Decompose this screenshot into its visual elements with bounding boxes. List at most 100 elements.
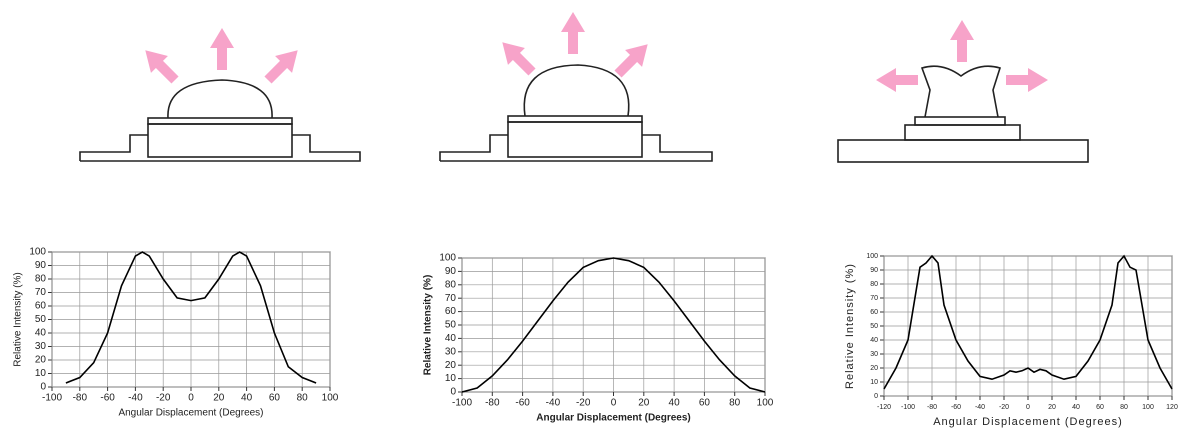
x-tick-label: 120: [1166, 404, 1178, 411]
led-cap: [147, 117, 293, 125]
y-tick-label: 0: [40, 382, 46, 393]
led-base: [80, 134, 361, 162]
y-tick-label: 100: [29, 247, 46, 258]
x-tick-label: -80: [485, 398, 500, 409]
led-body: [147, 123, 293, 158]
led-base: [440, 134, 713, 162]
led-lens: [167, 79, 273, 119]
chart: 0 10 20 30 40 50 60 70 80 90 100 -120 -100 -80 -60 -40 -…: [844, 253, 1178, 428]
led-lens: [920, 65, 1002, 118]
chart: 0 10 20 30 40 50 60 70 80 90 100 -100 -80 -60 -40 -20 0 2…: [13, 247, 339, 419]
y-tick-label: 10: [445, 373, 457, 384]
y-tick-label: 100: [866, 253, 878, 260]
led-diagram-2: [439, 12, 713, 162]
y-tick-label: 50: [35, 314, 47, 325]
x-tick-label: 100: [757, 398, 774, 409]
y-axis-title: Relative Intensity (%): [423, 275, 434, 376]
x-tick-label: 20: [213, 393, 225, 404]
x-tick-label: 80: [297, 393, 309, 404]
x-tick-label: -100: [452, 398, 472, 409]
light-arrow: [210, 28, 234, 70]
y-tick-label: 80: [445, 279, 457, 290]
light-arrow: [876, 68, 918, 92]
light-arrow: [264, 50, 298, 84]
data-line: [883, 254, 1173, 390]
led-lens: [523, 64, 630, 117]
y-tick-label: 90: [445, 266, 457, 277]
y-tick-label: 40: [870, 337, 878, 344]
y-tick-label: 70: [870, 295, 878, 302]
x-tick-label: 0: [188, 393, 194, 404]
y-tick-label: 50: [870, 323, 878, 330]
light-arrow: [561, 12, 585, 54]
y-axis-title: Relative Intensity (%): [13, 272, 24, 366]
x-tick-label: 60: [1096, 404, 1104, 411]
x-tick-label: -60: [515, 398, 530, 409]
x-tick-label: -120: [877, 404, 891, 411]
x-tick-label: -80: [927, 404, 937, 411]
y-tick-label: 100: [439, 253, 456, 264]
x-tick-label: 80: [1120, 404, 1128, 411]
x-tick-label: 40: [669, 398, 681, 409]
y-tick-label: 70: [35, 287, 47, 298]
light-arrow: [1006, 68, 1048, 92]
light-arrow: [145, 50, 179, 84]
x-tick-label: -80: [73, 393, 88, 404]
y-tick-label: 0: [874, 393, 878, 400]
y-tick-label: 10: [870, 379, 878, 386]
x-axis-title: Angular Displacement (Degrees): [118, 408, 263, 419]
y-tick-label: 20: [445, 360, 457, 371]
y-tick-label: 0: [450, 387, 456, 398]
y-tick-label: 20: [35, 355, 47, 366]
y-tick-label: 60: [35, 301, 47, 312]
y-tick-label: 60: [870, 309, 878, 316]
light-arrow: [950, 20, 974, 62]
x-tick-label: -20: [156, 393, 171, 404]
x-tick-label: -100: [901, 404, 915, 411]
x-tick-label: 60: [699, 398, 711, 409]
x-tick-label: -60: [951, 404, 961, 411]
x-axis-title: Angular Displacement (Degrees): [933, 416, 1123, 428]
led-body: [904, 124, 1021, 141]
led-diagram-3: [837, 20, 1089, 163]
x-axis-title: Angular Displacement (Degrees): [536, 413, 691, 424]
led-base: [79, 134, 148, 161]
led-base: [439, 134, 508, 161]
y-tick-label: 20: [870, 365, 878, 372]
x-tick-label: 60: [269, 393, 281, 404]
data-line: [65, 251, 317, 384]
y-tick-label: 10: [35, 368, 47, 379]
y-tick-label: 40: [445, 333, 457, 344]
y-tick-label: 60: [445, 306, 457, 317]
y-tick-label: 70: [445, 293, 457, 304]
x-tick-label: 20: [638, 398, 650, 409]
y-tick-label: 40: [35, 328, 47, 339]
y-tick-label: 80: [35, 274, 47, 285]
x-tick-label: -60: [100, 393, 115, 404]
chart: 0 10 20 30 40 50 60 70 80 90 100 -100 -80 -60 -40 -20 0 2…: [423, 253, 774, 424]
x-tick-label: 100: [1142, 404, 1154, 411]
x-tick-label: 40: [1072, 404, 1080, 411]
led-base: [837, 139, 1089, 163]
y-tick-label: 80: [870, 281, 878, 288]
x-tick-label: 0: [1026, 404, 1030, 411]
x-tick-label: 0: [611, 398, 617, 409]
x-tick-label: -20: [999, 404, 1009, 411]
x-tick-label: 20: [1048, 404, 1056, 411]
y-tick-label: 90: [35, 260, 47, 271]
light-arrow: [502, 42, 536, 76]
y-tick-label: 30: [445, 346, 457, 357]
x-tick-label: -40: [128, 393, 143, 404]
y-tick-label: 30: [870, 351, 878, 358]
x-tick-label: 100: [322, 393, 339, 404]
y-axis-title: Relative Intensity (%): [844, 263, 856, 389]
led-diagram-1: [79, 28, 361, 162]
x-tick-label: -40: [975, 404, 985, 411]
x-tick-label: -40: [546, 398, 561, 409]
x-tick-label: -100: [42, 393, 62, 404]
y-tick-label: 50: [445, 320, 457, 331]
y-tick-label: 30: [35, 341, 47, 352]
x-tick-label: 80: [729, 398, 741, 409]
led-cap: [914, 116, 1006, 126]
